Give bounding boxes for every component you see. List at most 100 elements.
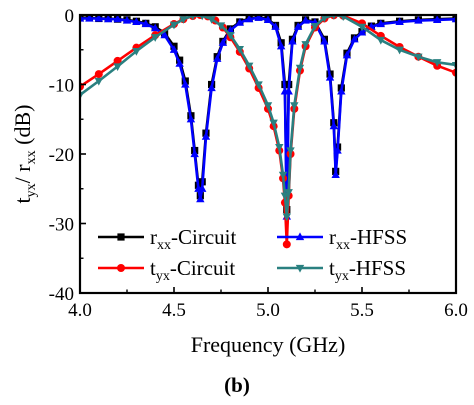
data-point <box>376 36 385 45</box>
data-point <box>357 23 367 32</box>
x-tick-label: 4.0 <box>68 300 92 321</box>
data-point <box>213 54 222 62</box>
data-point <box>376 19 385 28</box>
legend-entry: rxx-Circuit <box>98 225 236 253</box>
data-point <box>160 30 169 39</box>
data-point <box>290 102 299 110</box>
data-point <box>113 15 122 23</box>
legend-label: tyx-HFSS <box>329 256 406 284</box>
data-point <box>282 240 291 249</box>
data-point <box>329 121 338 130</box>
y-tick-label: -30 <box>49 215 74 236</box>
data-point <box>189 15 196 21</box>
data-point <box>226 32 235 40</box>
data-point <box>132 48 141 56</box>
data-point <box>293 22 303 30</box>
legend-entry: rxx-HFSS <box>277 225 407 253</box>
y-tick-label: 0 <box>65 6 75 27</box>
data-point <box>284 189 293 197</box>
data-point <box>132 17 141 26</box>
x-tick-label: 4.5 <box>162 300 186 321</box>
data-point <box>414 15 423 24</box>
data-point <box>94 70 103 79</box>
data-point <box>122 15 132 24</box>
data-point <box>169 45 179 53</box>
data-point <box>269 119 278 128</box>
data-point <box>181 79 190 88</box>
data-point <box>113 63 122 72</box>
series-layer <box>80 15 456 249</box>
data-point <box>333 145 342 154</box>
data-point <box>201 132 211 140</box>
data-point <box>207 83 216 92</box>
data-point <box>395 17 404 26</box>
data-point <box>104 15 113 23</box>
y-tick-label: -40 <box>49 284 74 305</box>
data-point <box>331 15 337 20</box>
data-point <box>433 59 442 67</box>
data-point <box>85 15 94 22</box>
data-point <box>286 147 295 156</box>
data-point <box>175 59 184 67</box>
data-point <box>254 81 263 90</box>
data-point <box>320 36 329 45</box>
data-point <box>141 19 150 28</box>
data-point <box>301 41 310 49</box>
legend-entry: tyx-Circuit <box>98 256 235 284</box>
data-point <box>414 53 423 62</box>
y-axis-title-t: t <box>10 197 35 203</box>
data-point <box>254 15 263 21</box>
data-point <box>331 170 340 178</box>
data-point <box>196 194 205 203</box>
legend-label: tyx-Circuit <box>150 256 235 284</box>
data-point <box>263 102 273 110</box>
series-tyx-circuit <box>80 15 456 249</box>
data-point <box>339 15 347 21</box>
x-tick-label: 5.5 <box>350 300 374 321</box>
y-axis-title: tyx/ rxx (dB) <box>10 105 39 204</box>
data-point <box>276 41 286 50</box>
data-point <box>275 143 284 152</box>
y-tick-label: -10 <box>49 76 74 97</box>
data-point <box>245 62 254 71</box>
data-point <box>295 64 305 73</box>
data-point <box>395 46 404 55</box>
y-axis-title-r-sub: xx <box>24 150 39 164</box>
y-axis-title-unit: (dB) <box>10 105 35 151</box>
data-point <box>342 50 352 59</box>
legend-entry: tyx-HFSS <box>277 256 406 284</box>
data-point <box>278 171 288 180</box>
data-point <box>282 213 291 222</box>
tick-layer: 4.0 4.5 5.0 5.5 6.0 0 -10 -20 -30 -40 <box>49 6 468 321</box>
y-axis-title-mid: / r <box>10 164 35 184</box>
legend: rxx-Circuit rxx-HFSS tyx-Circuit tyx-HFSS <box>98 225 407 284</box>
data-point <box>245 15 254 23</box>
data-point <box>169 21 179 30</box>
data-point <box>288 36 297 45</box>
y-axis-title-t-sub: yx <box>24 183 39 197</box>
legend-swatch-marker <box>295 264 305 273</box>
data-point <box>179 16 188 24</box>
data-point <box>235 18 244 26</box>
data-point <box>320 15 329 23</box>
plot-frame <box>78 13 458 295</box>
data-point <box>186 114 196 123</box>
figure-caption: (b) <box>224 373 250 397</box>
data-point <box>271 22 280 30</box>
data-point <box>113 56 122 65</box>
data-point <box>433 15 442 23</box>
data-point <box>198 184 207 192</box>
data-point <box>310 23 320 31</box>
data-point <box>301 15 310 24</box>
data-point <box>199 15 206 21</box>
data-point <box>337 86 346 95</box>
data-point <box>218 38 228 46</box>
data-point <box>280 192 290 201</box>
legend-swatch-marker <box>117 264 125 272</box>
data-point <box>284 86 293 95</box>
data-point <box>207 16 216 24</box>
data-point <box>216 22 226 31</box>
data-point <box>190 149 199 158</box>
series-rxx-circuit <box>80 15 456 214</box>
